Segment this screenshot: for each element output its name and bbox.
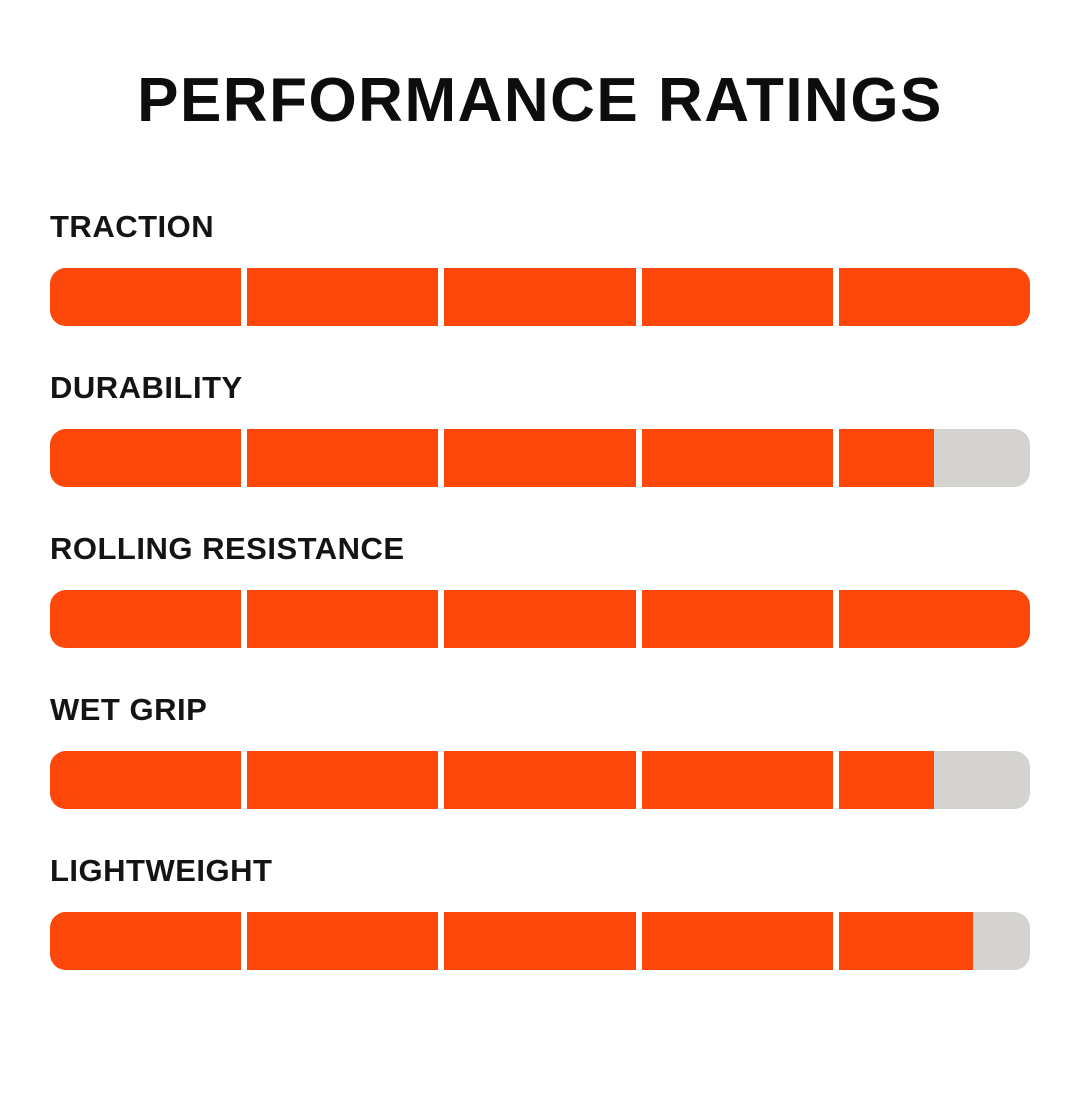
bar-segment-fill	[50, 751, 242, 809]
bar-segment-fill	[444, 268, 636, 326]
bar-segment	[838, 590, 1030, 648]
bar-segment-fill	[838, 429, 935, 487]
bar-segment-fill	[641, 429, 833, 487]
bar-segment-fill	[247, 429, 439, 487]
rating-label: LIGHTWEIGHT	[50, 853, 273, 888]
bar-segment	[247, 268, 439, 326]
rating-bar	[50, 751, 1030, 809]
bar-segment	[641, 590, 833, 648]
rating-row: ROLLING RESISTANCE	[50, 530, 1030, 648]
bar-segment	[50, 912, 242, 970]
rating-label: TRACTION	[50, 209, 215, 244]
bar-segment	[641, 429, 833, 487]
ratings-list: TRACTION DURABILITY ROLLING RESISTANCE W…	[50, 208, 1030, 970]
bar-segment-fill	[50, 429, 242, 487]
bar-segment-fill	[247, 268, 439, 326]
bar-segment	[50, 751, 242, 809]
bar-segment	[50, 268, 242, 326]
bar-segment	[247, 751, 439, 809]
bar-segment-fill	[247, 590, 439, 648]
bar-segment-fill	[444, 429, 636, 487]
bar-segment	[50, 429, 242, 487]
bar-segment-fill	[444, 751, 636, 809]
rating-label: DURABILITY	[50, 370, 243, 405]
rating-row: WET GRIP	[50, 691, 1030, 809]
rating-row: DURABILITY	[50, 369, 1030, 487]
bar-segment	[641, 268, 833, 326]
bar-segment	[838, 751, 1030, 809]
rating-row: LIGHTWEIGHT	[50, 852, 1030, 970]
bar-segment-fill	[641, 912, 833, 970]
bar-segment	[444, 268, 636, 326]
bar-segment-fill	[50, 268, 242, 326]
bar-segment-fill	[838, 268, 1030, 326]
bar-segment	[247, 429, 439, 487]
bar-segment-fill	[838, 751, 935, 809]
bar-segment	[838, 912, 1030, 970]
bar-segment-fill	[641, 268, 833, 326]
bar-segment	[641, 912, 833, 970]
bar-segment-fill	[838, 912, 973, 970]
bar-segment	[444, 751, 636, 809]
bar-segment-fill	[50, 590, 242, 648]
bar-segment-fill	[641, 751, 833, 809]
bar-segment-fill	[50, 912, 242, 970]
rating-bar	[50, 912, 1030, 970]
rating-row: TRACTION	[50, 208, 1030, 326]
bar-segment	[50, 590, 242, 648]
rating-label: WET GRIP	[50, 692, 208, 727]
performance-ratings-infographic: PERFORMANCE RATINGS TRACTION DURABILITY …	[0, 70, 1080, 1117]
bar-segment-fill	[247, 751, 439, 809]
bar-segment-fill	[444, 590, 636, 648]
rating-label: ROLLING RESISTANCE	[50, 531, 405, 566]
rating-bar	[50, 429, 1030, 487]
bar-segment-fill	[641, 590, 833, 648]
chart-title: PERFORMANCE RATINGS	[137, 66, 943, 135]
bar-segment	[444, 590, 636, 648]
bar-segment	[838, 429, 1030, 487]
bar-segment-fill	[444, 912, 636, 970]
rating-bar	[50, 268, 1030, 326]
bar-segment-fill	[247, 912, 439, 970]
bar-segment	[247, 912, 439, 970]
bar-segment	[838, 268, 1030, 326]
bar-segment	[444, 912, 636, 970]
bar-segment	[641, 751, 833, 809]
bar-segment	[444, 429, 636, 487]
bar-segment	[247, 590, 439, 648]
rating-bar	[50, 590, 1030, 648]
bar-segment-fill	[838, 590, 1030, 648]
